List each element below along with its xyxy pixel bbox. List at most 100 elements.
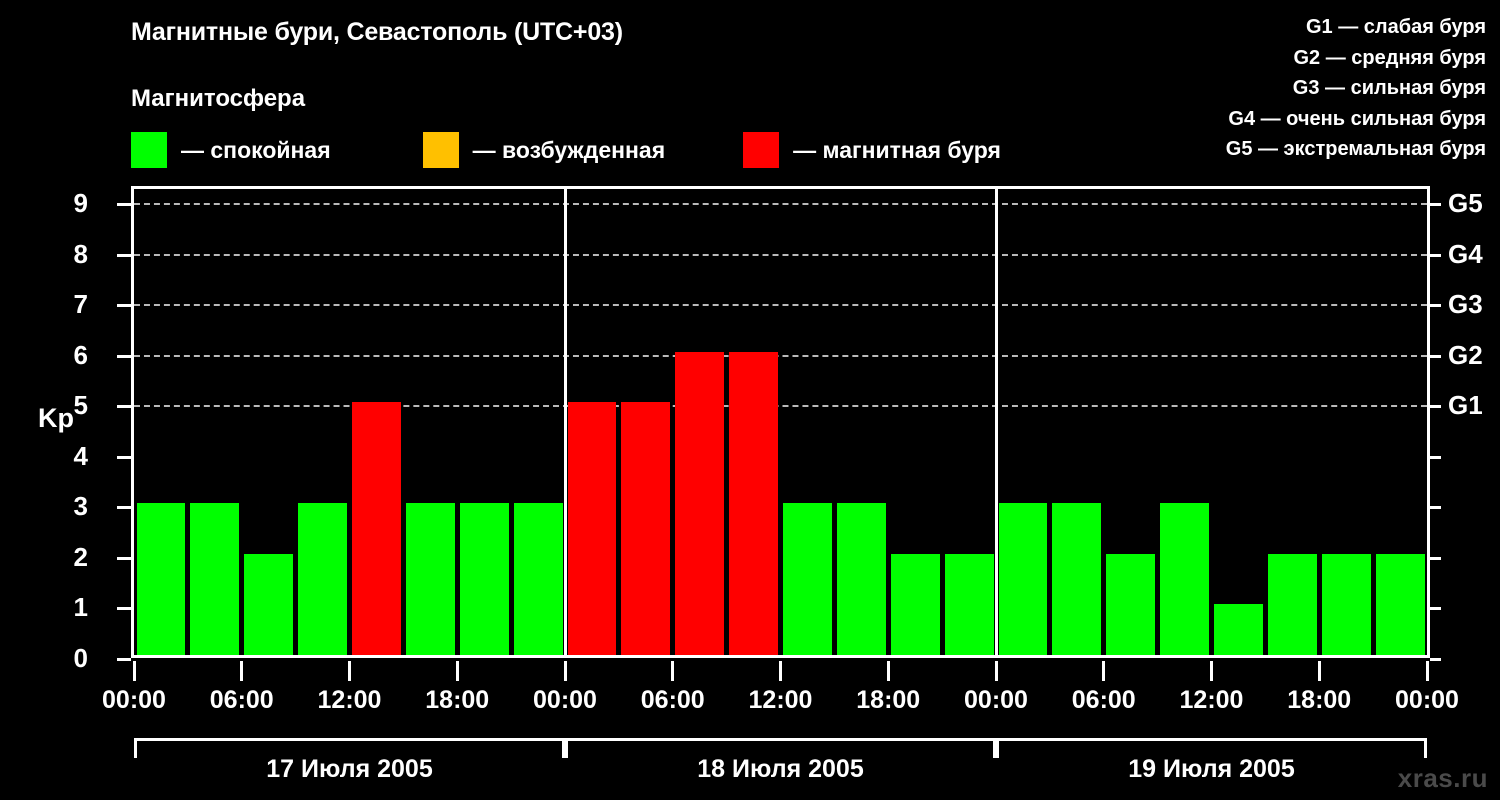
x-axis-tick-label: 12:00 [748,686,813,714]
y-axis-tick-label: 6 [73,339,88,370]
gridline-kp-9 [134,203,1427,205]
bar-kp [513,503,563,655]
y-axis-title: Kp [38,403,74,433]
x-axis-tick-mark [1102,661,1106,681]
x-axis-tick-mark [994,661,998,681]
bar-kp [298,503,347,655]
x-axis-tick-mark [1210,661,1213,681]
bar-kp [1052,503,1102,655]
bar-kp [1321,553,1371,655]
y-axis-tick-label: 4 [73,440,88,471]
bar-kp [729,351,778,655]
x-axis-tick-mark [1317,661,1321,681]
magnetosphere-legend: — спокойная — возбужденная — магнитная бур… [131,131,1001,169]
g-legend-row-g2: G2 — средняя буря [1293,46,1487,69]
gridline-kp-6 [134,354,1427,357]
y-axis-tick-label: 3 [73,491,88,522]
x-axis-tick-mark [1425,661,1429,681]
x-axis-tick-label: 18:00 [425,686,490,714]
legend-label-storm: — магнитная буря [793,136,1001,163]
legend-swatch-unsettled [422,132,459,168]
right-axis-tick-mark [1430,658,1441,661]
right-axis-label-g1: G1 [1448,390,1483,421]
x-axis-tick-label: 00:00 [102,686,166,714]
legend-label-unsettled: — возбужденная [472,136,666,163]
x-axis-tick-mark [240,661,244,681]
bar-kp [567,402,617,655]
day-label: 19 Июля 2005 [1128,755,1295,783]
x-axis-tick-mark [671,661,675,681]
legend-item-storm: — магнитная буря [743,132,1001,168]
x-axis-tick-mark [886,661,890,681]
bar-kp [352,402,401,655]
y-axis-tick-mark [117,354,131,358]
right-axis-tick-mark [1430,405,1441,409]
page-title: Магнитные бури, Севастополь (UTC+03) [131,18,623,46]
x-axis-tick-mark [348,661,351,681]
right-axis-label-g2: G2 [1448,339,1483,370]
bar-kp [1214,604,1263,655]
day-divider [563,186,567,658]
day-label: 18 Июля 2005 [697,755,864,783]
x-axis-tick-label: 00:00 [964,686,1028,714]
watermark: xras.ru [1397,763,1488,793]
y-axis-tick-label: 0 [73,643,88,673]
day-bracket [565,738,996,758]
right-axis-tick-mark [1430,506,1441,510]
x-axis-tick-label: 00:00 [1395,686,1459,714]
gridline-kp-7 [134,304,1427,307]
right-axis-label-g4: G4 [1448,238,1483,269]
day-label: 17 Июля 2005 [266,755,433,783]
gridline-kp-8 [134,253,1427,256]
plot-inner [134,186,1427,658]
bar-kp [890,553,940,655]
y-axis-tick-label: 1 [73,592,88,623]
g-legend-row-g5: G5 — экстремальная буря [1225,138,1486,160]
bar-kp [136,503,186,655]
y-axis-tick-mark [117,203,131,206]
right-axis-tick-mark [1430,253,1441,257]
x-axis-tick-label: 06:00 [209,686,274,714]
bar-kp [190,503,240,655]
right-axis-tick-mark [1430,607,1441,611]
bar-kp [1106,553,1156,655]
right-axis-tick-mark [1430,455,1441,459]
y-axis-tick-label: 7 [73,289,88,320]
y-axis-tick-label: 8 [73,238,88,269]
g-legend-row-g1: G1 — слабая буря [1305,16,1486,38]
x-axis-tick-label: 12:00 [317,686,382,714]
g-scale-legend: G1 — слабая буря G2 — средняя буря G3 — си… [1066,12,1486,165]
right-axis-tick-mark [1430,203,1441,206]
x-axis-tick-label: 18:00 [856,686,921,714]
bar-kp [783,503,832,655]
y-axis-tick-mark [117,253,131,257]
bar-kp [1267,553,1317,655]
x-axis-tick-label: 06:00 [1071,686,1136,714]
bar-kp [836,503,886,655]
x-axis-tick-label: 06:00 [640,686,705,714]
chart-plot-area [131,186,1430,658]
day-divider [994,186,998,658]
x-axis-tick-mark [779,661,782,681]
bar-kp [998,503,1048,655]
gridline-kp-5 [134,405,1427,408]
y-axis-tick-mark [117,405,131,409]
bar-kp [675,351,725,655]
magnetosphere-heading: Магнитосфера [131,85,306,112]
legend-swatch-storm [743,132,780,168]
legend-item-unsettled: — возбужденная [422,132,666,168]
right-axis-tick-mark [1430,354,1441,358]
bar-kp [244,553,294,655]
legend-swatch-quiet [131,132,167,168]
y-axis-tick-mark [117,506,131,510]
legend-item-quiet: — спокойная [131,132,331,168]
y-axis-tick-mark [117,607,131,611]
bar-kp [1375,553,1425,655]
g-legend-row-g4: G4 — очень сильная буря [1228,107,1486,130]
x-axis-tick-mark [563,661,567,681]
bar-kp [1160,503,1209,655]
y-axis-tick-mark [117,304,131,308]
y-axis-tick-mark [117,556,131,560]
right-axis-label-g3: G3 [1448,289,1483,320]
day-bracket [134,738,565,758]
